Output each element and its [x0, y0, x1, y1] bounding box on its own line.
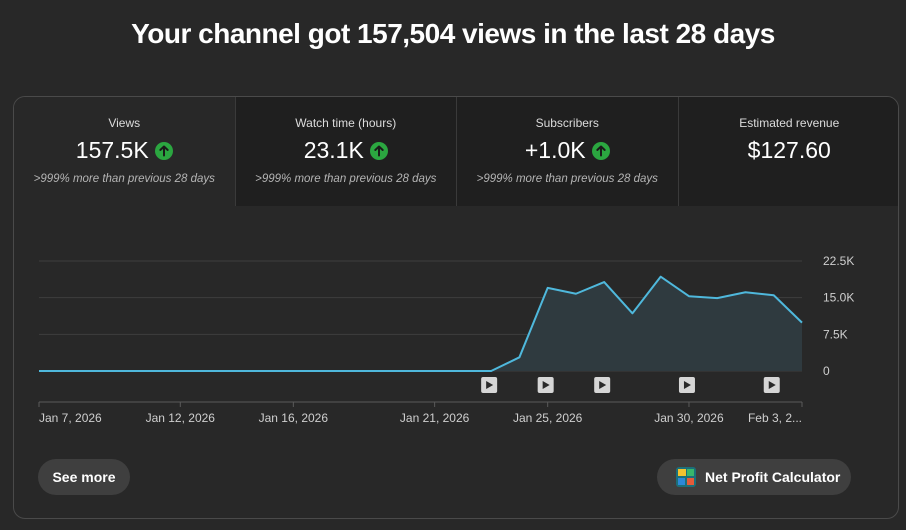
metric-tiles: Views 157.5K >999% more than previous 28…: [14, 97, 899, 206]
calculator-label: Net Profit Calculator: [705, 469, 841, 485]
tile-change: >999% more than previous 28 days: [476, 173, 658, 185]
play-glyph: [599, 381, 607, 389]
views-chart: 0 7.5K 15.0K 22.5K Jan 7, 2026 Jan 12, 2026 Ja…: [38, 254, 854, 425]
tile-label: Estimated revenue: [739, 116, 840, 130]
x-tick-label: Jan 7, 2026: [39, 411, 102, 425]
tile-change: >999% more than previous 28 days: [33, 173, 215, 185]
tile-value-wrap: $127.60: [679, 137, 899, 164]
net-profit-calculator-button[interactable]: Net Profit Calculator: [657, 459, 851, 495]
tile-value-wrap: 157.5K: [14, 137, 235, 164]
arrow-up-icon: [154, 141, 173, 160]
tile-subscribers[interactable]: Subscribers +1.0K >999% more than previo…: [457, 97, 679, 206]
analytics-card: Views 157.5K >999% more than previous 28…: [13, 96, 899, 519]
tile-watch-time[interactable]: Watch time (hours) 23.1K >999% more than…: [235, 97, 457, 206]
tile-label: Views: [108, 116, 141, 130]
tile-estimated-revenue[interactable]: Estimated revenue $127.60: [678, 97, 899, 206]
y-tick-label: 15.0K: [823, 291, 854, 305]
tile-label: Watch time (hours): [295, 116, 397, 130]
tile-value: 157.5K: [75, 137, 149, 163]
tile-value: +1.0K: [524, 137, 586, 163]
play-glyph: [683, 381, 691, 389]
arrow-up-icon: [369, 141, 388, 160]
x-tick-label: Jan 30, 2026: [654, 411, 724, 425]
tile-value-wrap: 23.1K: [236, 137, 457, 164]
tile-views[interactable]: Views 157.5K >999% more than previous 28…: [14, 97, 236, 206]
play-glyph: [768, 381, 776, 389]
play-glyph: [542, 381, 550, 389]
series-line: [39, 275, 803, 372]
tile-change: >999% more than previous 28 days: [255, 173, 437, 185]
play-glyph: [486, 381, 494, 389]
tile-value: 23.1K: [303, 137, 364, 163]
arrow-up-icon: [591, 141, 610, 160]
y-tick-label: 7.5K: [823, 327, 848, 341]
tile-label: Subscribers: [535, 116, 599, 130]
x-tick-label: Feb 3, 2...: [748, 411, 802, 425]
calculator-logo-icon: [675, 466, 697, 488]
area-fill: [39, 276, 802, 371]
x-tick-label: Jan 21, 2026: [400, 411, 470, 425]
y-tick-label: 0: [823, 364, 830, 378]
x-tick-label: Jan 25, 2026: [513, 411, 583, 425]
y-tick-label: 22.5K: [823, 254, 854, 268]
x-tick-label: Jan 12, 2026: [146, 411, 216, 425]
tile-value-wrap: +1.0K: [457, 137, 678, 164]
x-tick-label: Jan 16, 2026: [259, 411, 329, 425]
tile-value: $127.60: [747, 137, 831, 163]
see-more-button[interactable]: See more: [38, 459, 130, 495]
page-headline: Your channel got 157,504 views in the la…: [131, 18, 775, 49]
